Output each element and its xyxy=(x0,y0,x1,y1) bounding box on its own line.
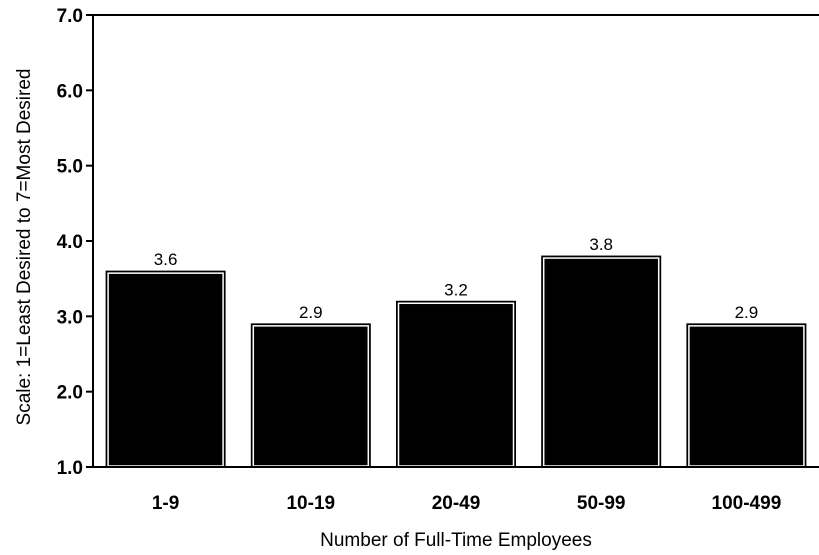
bar-value-label: 3.6 xyxy=(154,250,178,269)
bar xyxy=(250,323,371,468)
x-axis-title: Number of Full-Time Employees xyxy=(320,530,592,551)
bar-value-label: 2.9 xyxy=(735,303,759,322)
bar-value-label: 3.8 xyxy=(589,235,613,254)
y-tick-label: 7.0 xyxy=(57,6,83,27)
bar xyxy=(396,300,516,468)
bar-value-label: 3.2 xyxy=(444,280,468,299)
y-axis-title: Scale: 1=Least Desired to 7=Most Desired xyxy=(14,69,35,426)
data-labels: 3.6 2.9 3.2 3.8 2.9 xyxy=(154,235,758,322)
category-label: 1-9 xyxy=(152,493,179,514)
y-tick-label: 4.0 xyxy=(57,232,83,253)
y-tick-label: 3.0 xyxy=(57,307,83,328)
category-label: 20-49 xyxy=(432,493,481,514)
y-axis-ticks: 1.0 2.0 3.0 4.0 5.0 6.0 7.0 xyxy=(57,6,93,479)
y-tick-label: 5.0 xyxy=(57,157,83,178)
bar xyxy=(686,323,807,468)
bar xyxy=(105,270,226,468)
bar xyxy=(541,255,662,468)
category-label: 50-99 xyxy=(577,493,626,514)
bar-value-label: 2.9 xyxy=(299,303,323,322)
x-axis-tick-labels: 1-9 10-19 20-49 50-99 100-499 xyxy=(152,493,781,514)
category-label: 100-499 xyxy=(712,493,782,514)
y-tick-label: 1.0 xyxy=(57,458,83,479)
y-tick-label: 6.0 xyxy=(57,81,83,102)
category-label: 10-19 xyxy=(286,493,335,514)
y-tick-label: 2.0 xyxy=(57,383,83,404)
